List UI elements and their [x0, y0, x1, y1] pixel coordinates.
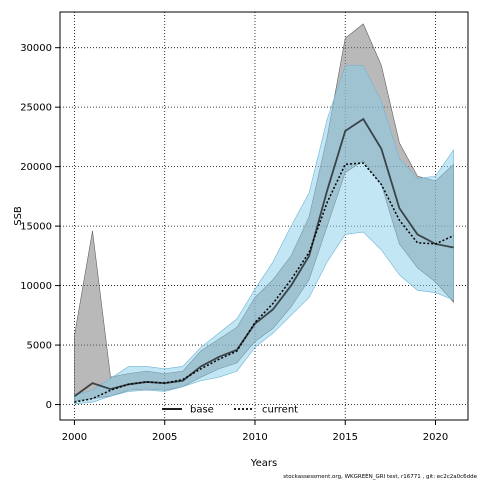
- x-tick-label: 2015: [333, 432, 358, 443]
- series-lines: [73, 117, 454, 403]
- axis-ticks: 2000 2005 2010 2015 2020 0 5000 10000 15000 20000…: [20, 43, 448, 443]
- y-tick-label: 30000: [20, 43, 52, 54]
- y-tick-label: 0: [46, 400, 52, 411]
- legend-label-base: base: [190, 405, 214, 416]
- y-tick-label: 20000: [20, 162, 52, 173]
- legend-label-current: current: [262, 405, 298, 416]
- series-line-base: [73, 117, 454, 397]
- y-tick-label: 5000: [27, 341, 52, 352]
- y-tick-label: 10000: [20, 281, 52, 292]
- series-line-current: [74, 162, 454, 403]
- plot-frame: [59, 11, 469, 421]
- band-current: [74, 65, 454, 405]
- x-tick-label: 2000: [62, 432, 87, 443]
- x-tick-label: 2005: [152, 432, 177, 443]
- y-axis-title: SSB: [13, 206, 24, 226]
- confidence-bands: [74, 23, 454, 405]
- x-tick-label: 2010: [242, 432, 267, 443]
- y-tick-label: 15000: [20, 222, 52, 233]
- footer-credit: stockassessment.org, WKGREEN_GRI test, r…: [283, 474, 477, 480]
- y-tick-label: 25000: [20, 103, 52, 114]
- x-axis-title: Years: [250, 458, 277, 469]
- x-tick-label: 2020: [423, 432, 448, 443]
- legend: base current: [162, 405, 298, 416]
